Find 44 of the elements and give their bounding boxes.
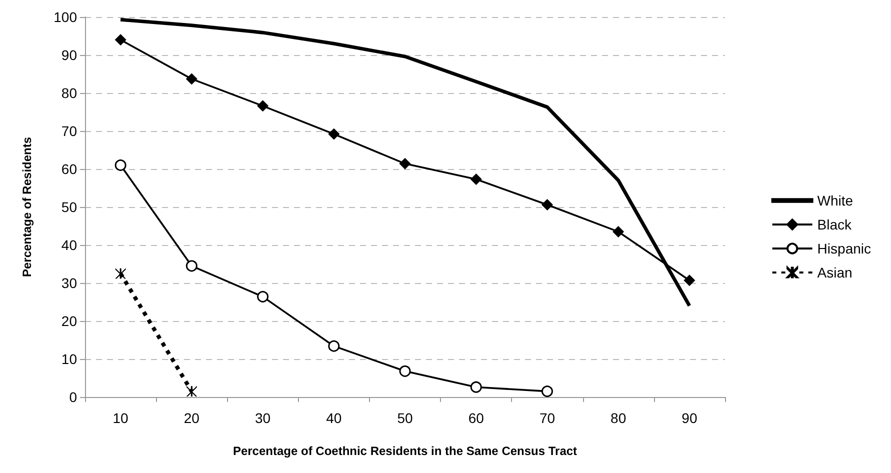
x-tick-label: 50 <box>397 410 413 426</box>
point <box>612 226 624 238</box>
point <box>186 386 197 397</box>
legend-label: Hispanic <box>817 240 872 256</box>
x-tick-label: 30 <box>254 410 271 426</box>
legend-label: Asian <box>817 264 852 280</box>
x-tick-label: 40 <box>326 410 342 426</box>
y-tick-label: 0 <box>69 389 78 405</box>
point <box>399 365 411 377</box>
y-tick-label: 100 <box>54 9 78 25</box>
point <box>114 159 126 171</box>
y-tick-label: 80 <box>61 85 78 101</box>
x-axis-title: Percentage of Coethnic Residents in the Same Census Tract <box>232 444 578 458</box>
x-tick-label: 70 <box>539 410 556 426</box>
y-tick-label: 60 <box>61 161 78 177</box>
y-tick-label: 30 <box>61 275 78 291</box>
y-tick-label: 40 <box>61 237 78 253</box>
point <box>257 100 269 112</box>
x-tick-label: 10 <box>112 410 129 426</box>
legend-label: Black <box>817 216 853 232</box>
y-tick-label: 90 <box>61 47 78 63</box>
legend-label: White <box>817 192 854 208</box>
y-tick-label: 10 <box>61 351 78 367</box>
x-tick-label: 20 <box>184 410 200 426</box>
point <box>399 158 411 170</box>
point <box>470 174 482 186</box>
point <box>257 290 269 302</box>
point <box>328 128 340 140</box>
point <box>541 386 553 398</box>
y-axis-title: Percentage of Residents <box>20 136 34 278</box>
point <box>186 260 198 272</box>
point <box>115 268 126 279</box>
point <box>114 34 126 46</box>
y-tick-label: 20 <box>61 313 78 329</box>
point <box>684 274 696 286</box>
point <box>541 198 553 210</box>
x-tick-label: 80 <box>610 410 626 426</box>
x-tick-label: 90 <box>682 410 698 426</box>
point <box>328 340 340 352</box>
y-tick-label: 50 <box>61 199 78 215</box>
point <box>470 381 482 393</box>
point <box>186 73 198 85</box>
x-tick-label: 60 <box>468 410 484 426</box>
y-tick-label: 70 <box>61 123 78 139</box>
